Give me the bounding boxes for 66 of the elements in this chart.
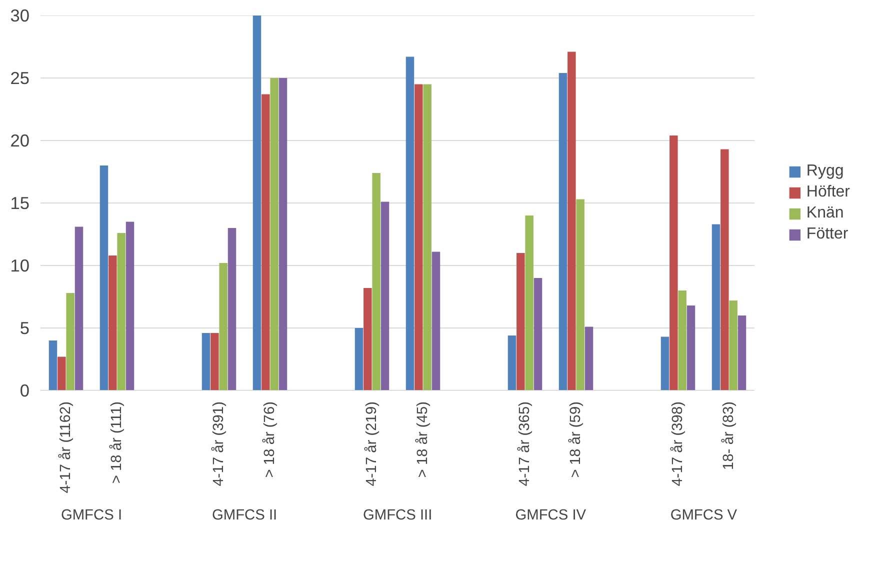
bar — [252, 16, 262, 390]
x-tick-label: > 18 år (59) — [568, 401, 584, 478]
y-tick-label: 5 — [20, 318, 30, 338]
bar — [729, 300, 738, 390]
bar — [270, 78, 278, 390]
bar — [508, 336, 516, 390]
bar — [534, 278, 542, 390]
x-tick-label: > 18 år (76) — [262, 401, 278, 478]
y-tick-label: 10 — [10, 256, 30, 276]
bar — [117, 233, 126, 390]
bar — [74, 226, 84, 390]
bar — [354, 328, 364, 390]
legend-label: Fötter — [806, 225, 848, 243]
y-tick-label: 30 — [10, 6, 30, 26]
x-tick-label: 4-17 år (365) — [517, 401, 533, 486]
y-tick-label: 25 — [10, 68, 30, 88]
x-tick-label: > 18 år (45) — [415, 401, 431, 478]
bar — [584, 326, 594, 390]
bar — [670, 136, 678, 390]
bar — [278, 78, 288, 390]
bar — [423, 84, 432, 390]
text: GMFCS II — [212, 508, 278, 524]
x-tick-label: 4-17 år (391) — [211, 401, 227, 486]
bar — [525, 216, 534, 390]
y-tick-label: 0 — [20, 380, 30, 400]
x-tick-label: 4-17 år (398) — [670, 401, 686, 486]
bar — [686, 306, 696, 390]
bar — [372, 173, 380, 390]
x-tick-label: > 18 år (111) — [109, 401, 125, 484]
bar — [720, 149, 729, 390]
y-tick-label: 15 — [10, 193, 30, 213]
bar — [738, 316, 746, 390]
x-tick-label: 4-17 år (1162) — [58, 401, 74, 494]
bar — [414, 84, 423, 390]
bar — [108, 256, 117, 390]
legend-label: Rygg — [806, 162, 844, 180]
bar — [364, 288, 372, 390]
text: GMFCS III — [362, 508, 432, 524]
x-tick-label: 18- år (83) — [721, 401, 737, 470]
bar — [516, 253, 525, 390]
bar — [202, 333, 210, 390]
bar — [100, 166, 108, 390]
bar — [568, 52, 576, 390]
bar — [58, 356, 66, 390]
bar — [712, 224, 720, 390]
bar — [660, 336, 670, 390]
y-tick-label: 20 — [10, 130, 30, 150]
text: GMFCS V — [670, 508, 738, 524]
x-tick-label: 4-17 år (219) — [364, 401, 380, 486]
bar — [228, 228, 236, 390]
text: GMFCS I — [60, 508, 122, 524]
bar — [678, 290, 686, 390]
bar — [432, 252, 440, 390]
text: GMFCS IV — [515, 508, 586, 524]
bar — [66, 293, 74, 390]
bar — [558, 73, 568, 390]
bar — [219, 263, 228, 390]
bar — [262, 94, 270, 390]
legend-label: Höfter — [806, 183, 850, 201]
bar — [126, 222, 134, 390]
bar — [210, 333, 219, 390]
bar — [406, 56, 414, 390]
legend-label: Knän — [806, 204, 844, 222]
bar — [48, 340, 58, 390]
bar — [576, 199, 584, 390]
bar — [380, 202, 390, 390]
